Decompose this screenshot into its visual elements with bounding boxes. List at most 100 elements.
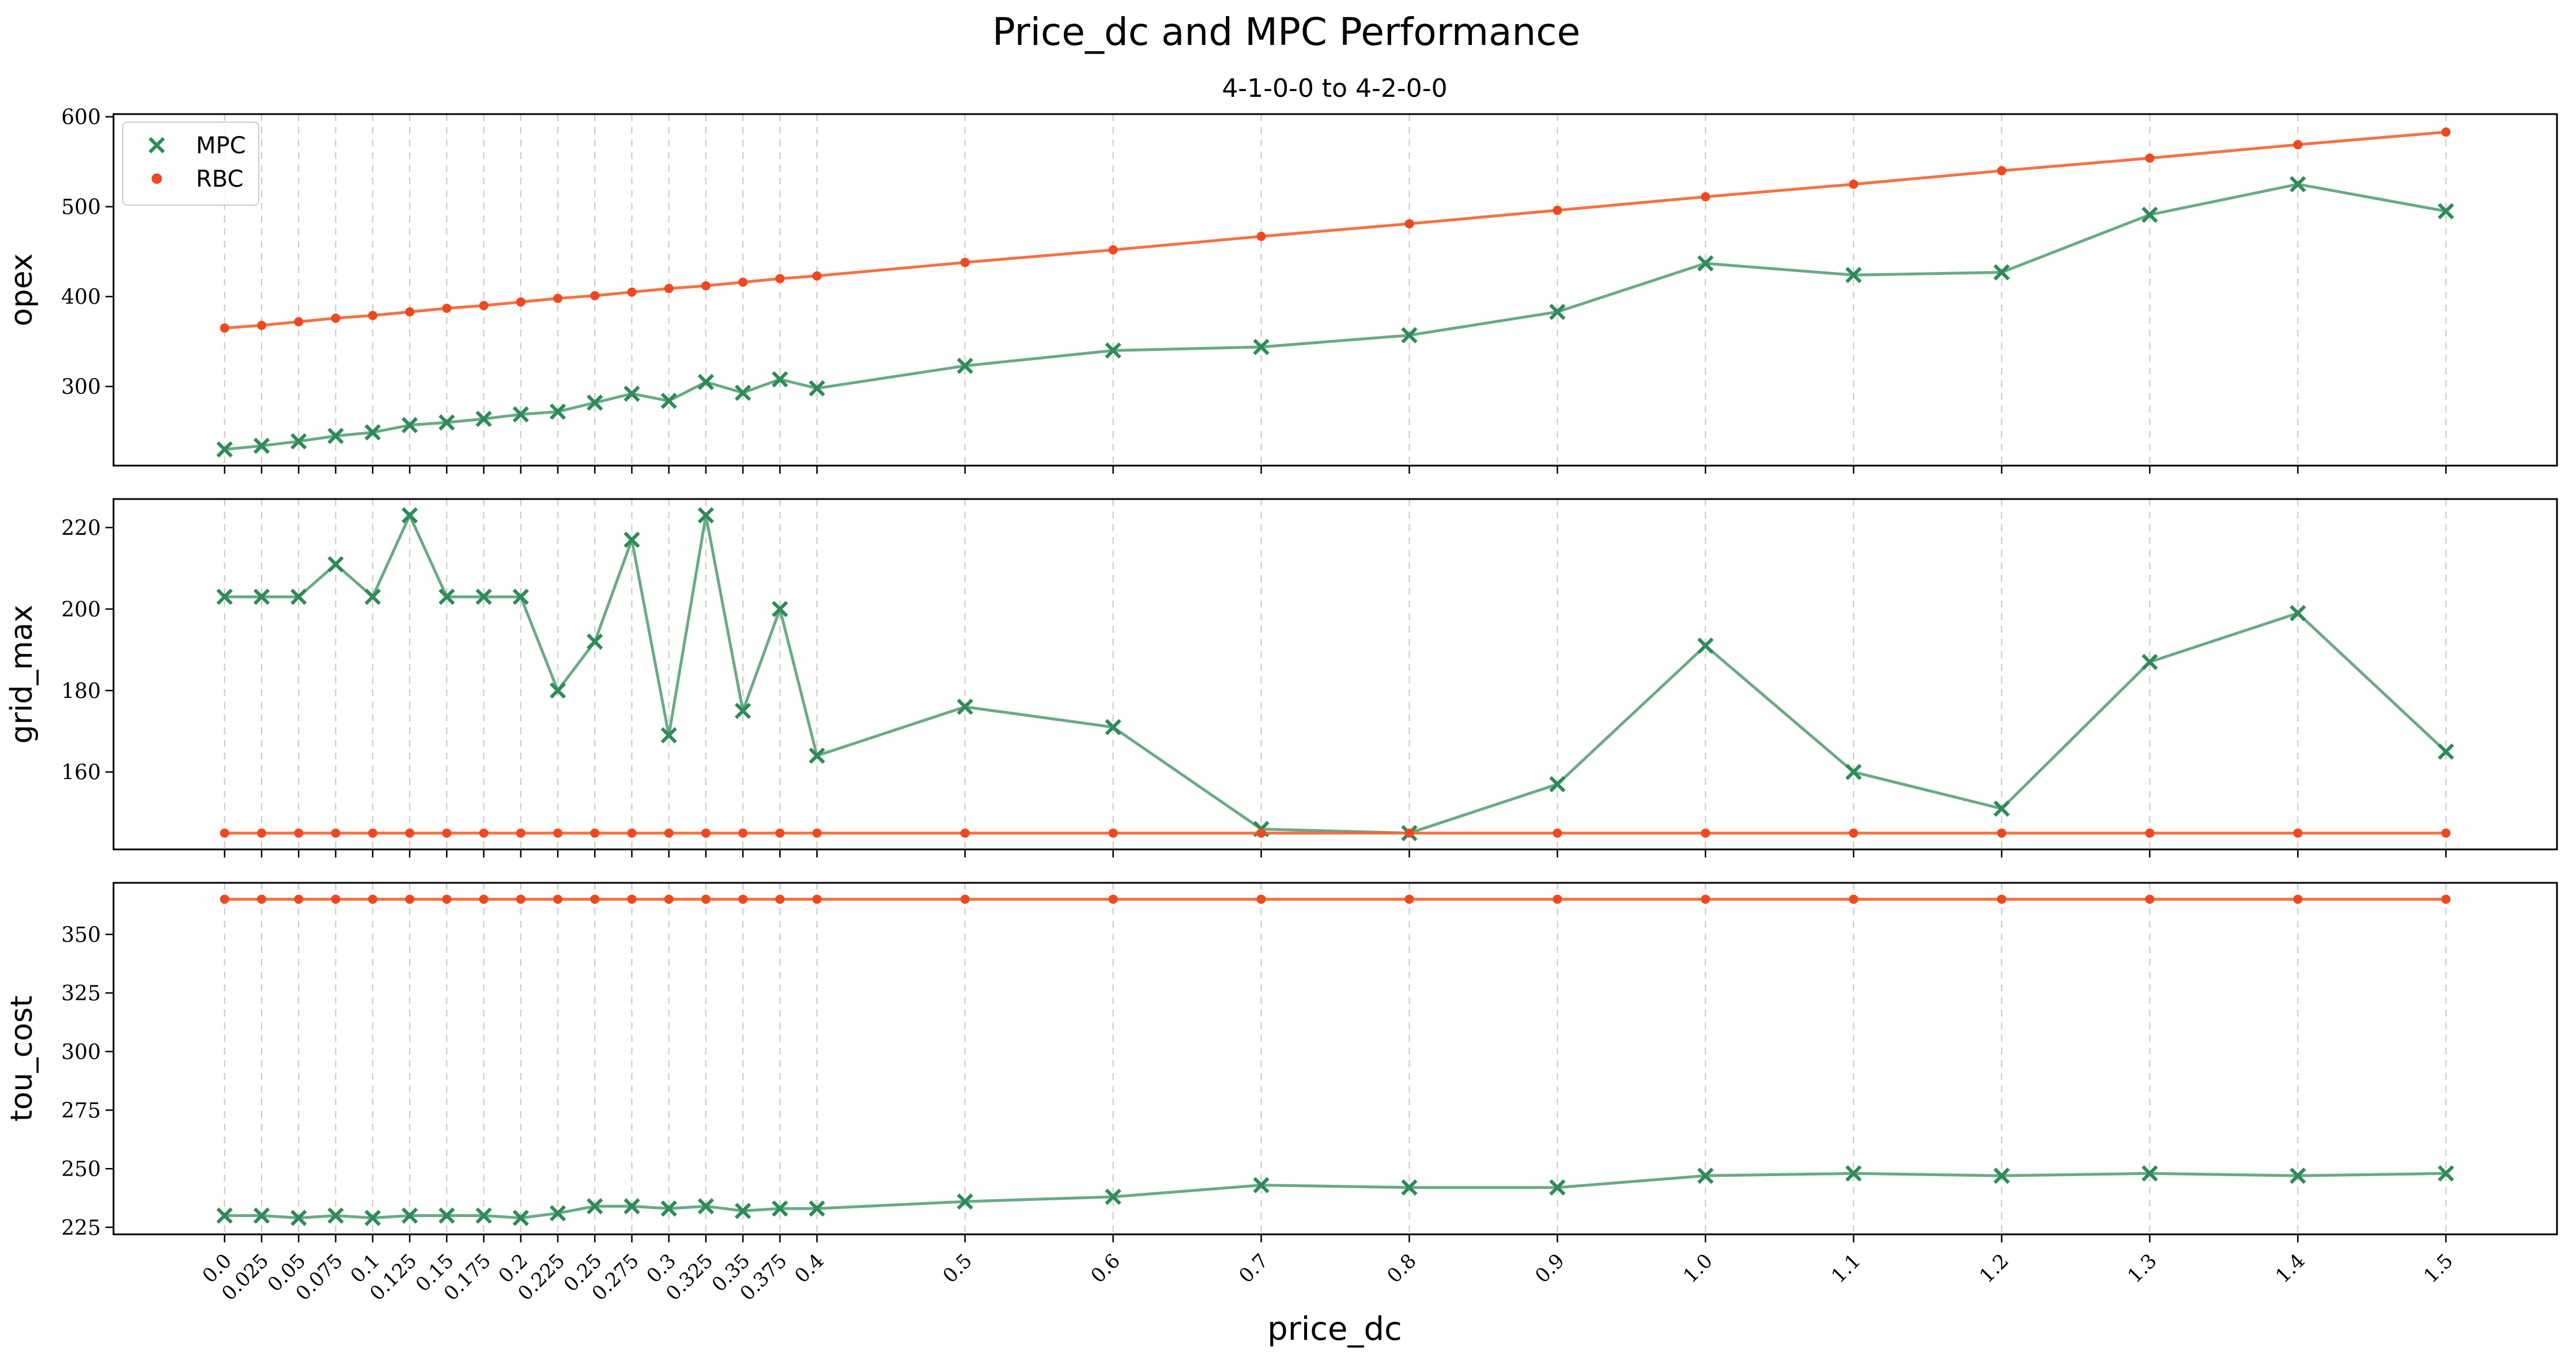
data-point-mpc bbox=[2141, 206, 2158, 223]
data-point-rbc bbox=[812, 271, 822, 281]
data-point-mpc bbox=[475, 588, 492, 605]
data-point-mpc bbox=[549, 682, 566, 699]
data-point-mpc bbox=[1105, 719, 1121, 736]
data-point-rbc bbox=[590, 828, 600, 838]
data-point-rbc bbox=[331, 894, 341, 904]
data-point-rbc bbox=[1108, 894, 1118, 904]
data-point-rbc bbox=[2293, 828, 2303, 838]
data-point-mpc bbox=[216, 588, 233, 605]
series-line-mpc bbox=[224, 513, 2447, 835]
data-point-mpc bbox=[660, 392, 677, 409]
data-point-mpc bbox=[290, 588, 307, 605]
data-point-mpc bbox=[401, 417, 418, 433]
data-point-mpc bbox=[439, 1207, 455, 1224]
data-point-mpc bbox=[290, 1210, 307, 1226]
data-point-rbc bbox=[1701, 192, 1710, 202]
data-point-mpc bbox=[1253, 338, 1270, 356]
data-point-rbc bbox=[405, 828, 414, 838]
data-point-rbc bbox=[1553, 205, 1562, 215]
data-point-mpc bbox=[809, 380, 825, 396]
data-point-rbc bbox=[627, 287, 637, 297]
data-point-rbc bbox=[960, 258, 970, 267]
data-point-mpc bbox=[216, 1207, 233, 1224]
data-point-rbc bbox=[516, 297, 526, 307]
data-point-mpc bbox=[1253, 1177, 1270, 1193]
data-point-rbc bbox=[1256, 828, 1266, 838]
data-point-mpc bbox=[697, 507, 715, 524]
data-point-mpc bbox=[475, 1207, 492, 1224]
data-point-rbc bbox=[812, 828, 822, 838]
data-point-rbc bbox=[664, 894, 674, 904]
data-point-rbc bbox=[2145, 894, 2155, 904]
figure-title: Price_dc and MPC Performance bbox=[992, 10, 1580, 54]
x-axis-label: price_dc bbox=[1267, 1310, 1402, 1348]
legend-marker-rbc bbox=[152, 173, 162, 184]
data-point-rbc bbox=[590, 291, 600, 301]
data-point-rbc bbox=[627, 828, 637, 838]
data-point-rbc bbox=[1108, 828, 1118, 838]
y-tick-label: 275 bbox=[61, 1099, 101, 1123]
data-point-mpc bbox=[1549, 304, 1566, 320]
data-point-mpc bbox=[364, 424, 381, 441]
panel-grid_max: 160 180 200 220 grid_max bbox=[5, 498, 2558, 857]
series-line-mpc bbox=[224, 183, 2446, 451]
data-point-rbc bbox=[331, 313, 341, 323]
data-point-rbc bbox=[960, 828, 970, 838]
data-point-mpc bbox=[1697, 255, 1714, 272]
data-point-rbc bbox=[2145, 153, 2155, 163]
data-point-rbc bbox=[2145, 828, 2155, 838]
data-point-rbc bbox=[516, 894, 526, 904]
data-point-mpc bbox=[216, 441, 233, 458]
data-point-rbc bbox=[256, 320, 266, 330]
data-point-mpc bbox=[587, 394, 603, 411]
y-axis-label: tou_cost bbox=[5, 995, 39, 1121]
data-point-mpc bbox=[439, 588, 455, 605]
data-point-rbc bbox=[1108, 245, 1118, 255]
y-tick-label: 300 bbox=[61, 1041, 101, 1064]
data-point-rbc bbox=[775, 274, 785, 284]
data-point-rbc bbox=[1849, 179, 1859, 189]
data-point-rbc bbox=[701, 828, 711, 838]
data-point-mpc bbox=[512, 1210, 529, 1226]
data-point-mpc bbox=[327, 556, 344, 573]
data-point-mpc bbox=[957, 357, 973, 374]
data-point-rbc bbox=[701, 281, 711, 290]
data-point-rbc bbox=[220, 894, 229, 904]
data-point-mpc bbox=[1697, 637, 1714, 654]
data-point-rbc bbox=[1997, 828, 2007, 838]
data-point-mpc bbox=[2141, 653, 2158, 670]
data-point-mpc bbox=[1549, 1179, 1566, 1196]
data-point-mpc bbox=[253, 588, 270, 605]
data-point-rbc bbox=[294, 894, 304, 904]
data-point-rbc bbox=[775, 894, 785, 904]
data-point-mpc bbox=[2438, 1165, 2454, 1182]
data-point-mpc bbox=[512, 588, 529, 605]
data-point-rbc bbox=[442, 303, 452, 313]
panel-frame bbox=[112, 498, 2558, 851]
data-point-mpc bbox=[1845, 1165, 1862, 1182]
data-point-rbc bbox=[368, 894, 377, 904]
data-point-mpc bbox=[1549, 776, 1566, 793]
data-point-rbc bbox=[553, 293, 562, 303]
data-point-rbc bbox=[738, 277, 748, 287]
data-point-rbc bbox=[664, 284, 674, 293]
data-point-rbc bbox=[1404, 894, 1414, 904]
data-point-rbc bbox=[368, 311, 377, 320]
legend-marker-mpc bbox=[148, 137, 165, 154]
panel-opex: 300 400 500 600 opex bbox=[5, 106, 2558, 474]
legend-label-mpc: MPC bbox=[196, 133, 246, 159]
data-point-rbc bbox=[1256, 894, 1266, 904]
data-point-mpc bbox=[734, 1203, 751, 1219]
data-point-rbc bbox=[220, 323, 229, 333]
legend-label-rbc: RBC bbox=[196, 166, 243, 192]
data-point-mpc bbox=[734, 384, 751, 401]
y-axis-label: opex bbox=[5, 254, 39, 327]
y-tick-label: 400 bbox=[61, 286, 101, 309]
data-point-mpc bbox=[660, 727, 677, 744]
data-point-rbc bbox=[442, 828, 452, 838]
data-point-rbc bbox=[738, 828, 748, 838]
data-point-rbc bbox=[2441, 894, 2451, 904]
data-point-rbc bbox=[294, 317, 304, 327]
data-point-rbc bbox=[553, 894, 562, 904]
